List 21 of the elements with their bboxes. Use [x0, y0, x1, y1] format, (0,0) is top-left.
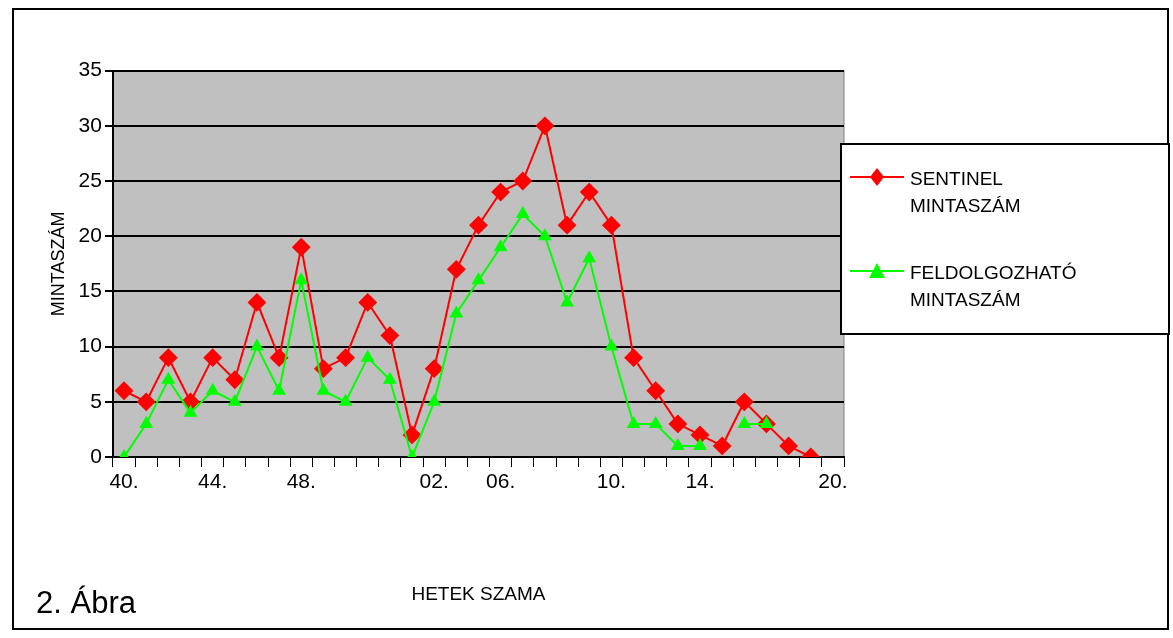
x-tick-label: 20. — [818, 469, 848, 493]
y-tick-label: 25 — [78, 167, 102, 191]
y-tick-label: 35 — [78, 57, 102, 81]
x-tick-label: 40. — [109, 469, 139, 493]
y-tick-label: 15 — [78, 278, 102, 302]
x-tick-label: 48. — [286, 469, 316, 493]
y-tick-label: 10 — [78, 333, 102, 357]
y-tick-label: 0 — [90, 443, 102, 467]
y-tick-label: 5 — [90, 388, 102, 412]
legend-label: FELDOLGOZHATÓ MINTASZÁM — [910, 261, 1078, 312]
x-tick-label: 14. — [685, 469, 715, 493]
x-axis-title: HETEK SZAMA — [411, 582, 546, 604]
text: 2. Ábra — [36, 585, 136, 621]
x-tick-label: 02. — [419, 469, 449, 493]
y-tick-label: 20 — [78, 223, 102, 246]
x-tick-label: 44. — [198, 469, 228, 493]
y-axis-title: MINTASZÁM — [47, 211, 68, 317]
y-tick-label: 30 — [78, 112, 102, 136]
x-tick-label: 10. — [596, 469, 626, 493]
legend-label: SENTINEL MINTASZÁM — [910, 167, 1022, 218]
x-tick-label: 06. — [486, 469, 516, 493]
